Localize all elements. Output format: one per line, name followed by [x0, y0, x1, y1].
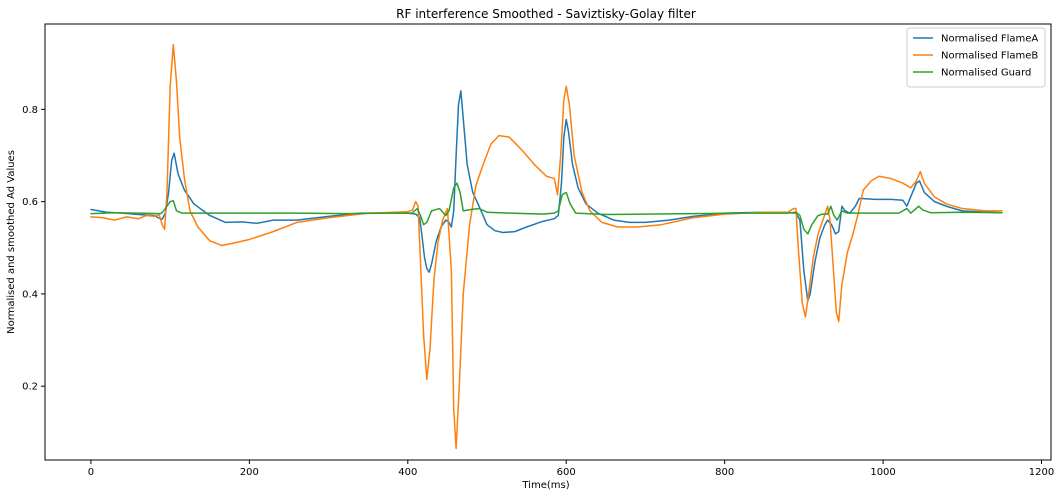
x-tick-label: 200: [240, 467, 259, 478]
legend: Normalised FlameA Normalised FlameB Normal…: [906, 27, 1046, 88]
x-tick-label: 1200: [1029, 467, 1054, 478]
x-tick-label: 600: [557, 467, 576, 478]
legend-label: Normalised FlameB: [941, 51, 1038, 62]
x-axis-title: Time(ms): [521, 480, 569, 491]
legend-label: Normalised Guard: [941, 68, 1031, 79]
y-tick-label: 0.6: [22, 197, 38, 208]
series-line-1: [90, 90, 1003, 302]
plot-area: [90, 44, 1003, 450]
y-axis-title: Normalised and smoothed Ad Values: [6, 150, 17, 334]
chart-title: RF interference Smoothed - Saviztisky-Go…: [396, 7, 696, 21]
axes-frame: [44, 23, 1052, 461]
x-axis-ticks: 0 200 400 600 800 1000 1200: [88, 460, 1054, 478]
legend-label: Normalised FlameA: [941, 34, 1038, 45]
legend-box: [906, 27, 1046, 88]
series-line-3: [90, 182, 1003, 235]
x-tick-label: 1000: [870, 467, 895, 478]
x-tick-label: 0: [88, 467, 94, 478]
x-tick-label: 800: [715, 467, 734, 478]
series-line-2: [90, 44, 1003, 450]
y-tick-label: 0.2: [22, 382, 38, 393]
y-axis-ticks: 0.2 0.4 0.6 0.8: [22, 105, 45, 393]
y-tick-label: 0.4: [22, 289, 38, 300]
x-tick-label: 400: [398, 467, 417, 478]
y-tick-label: 0.8: [22, 105, 38, 116]
axes: [44, 23, 1052, 461]
